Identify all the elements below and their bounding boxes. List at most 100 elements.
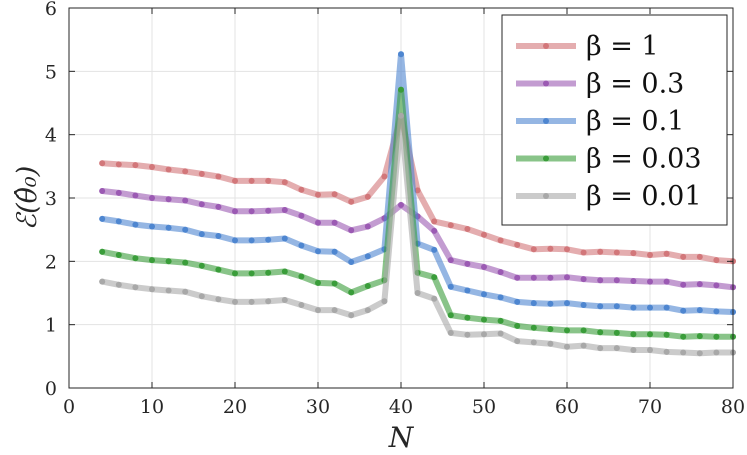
- data-point: [663, 304, 670, 311]
- data-point: [198, 201, 205, 208]
- data-point: [331, 280, 338, 287]
- data-point: [680, 349, 687, 356]
- data-point: [564, 327, 570, 334]
- legend-item: β = 0.03: [516, 144, 702, 175]
- data-point: [713, 257, 720, 264]
- data-point: [248, 208, 255, 215]
- data-point: [530, 339, 537, 346]
- data-point: [232, 298, 238, 305]
- data-point: [381, 298, 388, 305]
- data-point: [315, 248, 321, 255]
- data-point: [431, 274, 438, 281]
- data-point: [198, 293, 205, 300]
- data-point: [497, 330, 504, 337]
- data-point: [647, 278, 653, 285]
- legend-label: β = 0.1: [586, 106, 684, 137]
- data-point: [232, 237, 238, 244]
- legend-item: β = 0.3: [516, 69, 684, 100]
- x-tick-label: 20: [223, 396, 247, 418]
- data-point: [132, 284, 139, 291]
- data-point: [232, 177, 238, 184]
- data-point: [481, 316, 487, 323]
- data-point: [99, 278, 106, 285]
- data-point: [514, 298, 521, 305]
- data-point: [265, 177, 272, 184]
- data-point: [647, 331, 653, 338]
- tick-layer: 0 10 20 30 40 50 60 70 80 0 1 2 3 4 5 6: [45, 0, 745, 418]
- data-point: [613, 329, 620, 336]
- x-tick-label: 10: [140, 396, 164, 418]
- legend-marker: [543, 43, 549, 49]
- x-tick-label: 50: [472, 396, 496, 418]
- data-point: [165, 258, 172, 265]
- data-point: [232, 208, 238, 215]
- data-point: [331, 191, 338, 198]
- data-point: [696, 350, 703, 357]
- data-point: [198, 262, 205, 269]
- legend-item: β = 1: [516, 31, 659, 62]
- data-point: [115, 218, 122, 225]
- data-point: [149, 257, 155, 264]
- data-point: [663, 278, 670, 285]
- y-tick-label: 6: [45, 0, 57, 20]
- data-point: [265, 236, 272, 243]
- data-point: [497, 294, 504, 301]
- legend-label: β = 0.3: [586, 69, 684, 100]
- data-point: [298, 186, 305, 193]
- data-point: [447, 329, 454, 336]
- data-point: [248, 270, 255, 277]
- data-point: [613, 277, 620, 284]
- data-point: [481, 264, 487, 270]
- x-tick-label: 60: [555, 396, 579, 418]
- legend-marker: [543, 155, 549, 162]
- data-point: [281, 268, 288, 275]
- data-point: [315, 279, 321, 286]
- data-point: [530, 300, 537, 307]
- data-point: [481, 291, 487, 298]
- data-point: [547, 326, 554, 333]
- data-point: [696, 333, 703, 340]
- data-point: [331, 307, 338, 314]
- data-point: [115, 252, 122, 258]
- data-point: [149, 164, 155, 170]
- data-point: [464, 287, 471, 294]
- data-point: [613, 249, 620, 256]
- data-point: [115, 281, 122, 288]
- data-point: [165, 196, 172, 203]
- data-point: [132, 162, 139, 169]
- data-point: [497, 269, 504, 276]
- data-point: [447, 257, 454, 264]
- data-point: [630, 304, 637, 311]
- data-point: [530, 324, 537, 331]
- legend-marker: [543, 118, 549, 124]
- data-point: [115, 161, 122, 168]
- legend-item: β = 0.01: [516, 181, 702, 212]
- data-point: [414, 290, 421, 296]
- data-point: [348, 198, 355, 205]
- data-point: [364, 307, 371, 314]
- data-point: [464, 314, 471, 321]
- data-point: [215, 233, 222, 239]
- data-point: [464, 260, 471, 267]
- data-point: [580, 342, 587, 349]
- y-axis-label: ℰ(θ̂₀): [12, 166, 43, 231]
- y-tick-label: 3: [45, 188, 57, 210]
- data-point: [431, 295, 438, 302]
- series-4: [99, 112, 736, 357]
- data-point: [696, 253, 703, 260]
- data-point: [182, 168, 189, 175]
- data-point: [497, 237, 504, 244]
- data-point: [281, 207, 288, 213]
- data-point: [564, 274, 570, 281]
- data-point: [182, 259, 189, 266]
- data-point: [630, 331, 637, 338]
- data-point: [99, 188, 106, 194]
- data-point: [680, 253, 687, 260]
- data-point: [149, 195, 155, 201]
- x-tick-label: 40: [389, 396, 413, 418]
- data-point: [713, 282, 720, 289]
- data-point: [713, 349, 720, 356]
- data-point: [663, 250, 670, 257]
